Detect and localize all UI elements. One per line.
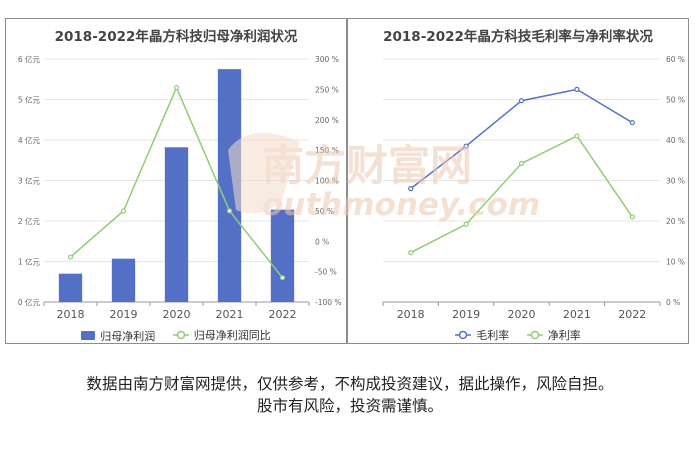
- net-profit-chart: 0 亿元 1 亿元 2 亿元 3 亿元 4 亿元 5 亿元 6 亿元 -100 % -50 % 0…: [18, 54, 342, 321]
- point-net-margin: [463, 221, 469, 227]
- x-tick-label: 2021: [563, 308, 591, 321]
- bar-swatch-icon: [81, 331, 96, 340]
- x-tick-label: 2020: [163, 308, 191, 321]
- legend-label-net-margin: 净利率: [547, 329, 581, 342]
- point-net-margin: [408, 249, 414, 256]
- x-tick-label: 2019: [452, 308, 480, 321]
- y-right-tick: 60 %: [666, 55, 685, 64]
- y-right-tick: 50 %: [315, 207, 334, 216]
- legend-label-net-profit: 归母净利润: [100, 329, 156, 343]
- y-right-tick: 20 %: [666, 217, 685, 226]
- x-tick-label: 2021: [216, 308, 244, 321]
- chart-title-net-profit: 2018-2022年晶方科技归母净利润状况: [54, 29, 298, 45]
- y-right-tick: 200 %: [315, 116, 339, 125]
- line-circle-swatch-icon: [526, 330, 543, 340]
- legend-item-gross-margin[interactable]: 毛利率: [455, 327, 509, 343]
- y-right-tick: 10 %: [666, 258, 685, 267]
- point-net-margin: [574, 133, 580, 139]
- point-net-margin: [518, 160, 525, 167]
- point-net-profit-yoy: [226, 208, 233, 214]
- y-left-tick: 0 亿元: [18, 297, 41, 307]
- point-net-profit-yoy: [120, 208, 127, 214]
- y-left-tick: 5 亿元: [18, 95, 41, 105]
- disclaimer-line-2: 股市有风险，投资需谨慎。: [256, 397, 443, 415]
- legend-item-net-profit-yoy[interactable]: 归母净利润同比: [172, 327, 271, 343]
- chart-panel-margins: 0 % 10 % 20 % 30 % 40 % 50 % 60 % 2018 2019 2020 2…: [347, 18, 689, 344]
- x-tick-label: 2022: [269, 308, 297, 321]
- bar-net-profit: [270, 209, 295, 302]
- legend-margins: 毛利率 净利率: [348, 327, 688, 343]
- legend-item-net-margin[interactable]: 净利率: [526, 327, 581, 343]
- point-net-profit-yoy: [67, 254, 74, 260]
- y-right-tick: 150 %: [315, 146, 339, 155]
- margins-chart: 0 % 10 % 20 % 30 % 40 % 50 % 60 % 2018 2019 2020 2…: [382, 55, 685, 321]
- y-right-tick: 0 %: [666, 298, 680, 307]
- point-gross-margin: [408, 186, 414, 192]
- y-left-tick: 6 亿元: [18, 54, 41, 64]
- y-right-tick: 40 %: [666, 136, 685, 145]
- legend-label-net-profit-yoy: 归母净利润同比: [193, 329, 271, 342]
- y-left-tick: 3 亿元: [18, 176, 41, 186]
- y-left-tick: 4 亿元: [18, 135, 41, 145]
- line-net-margin: [410, 134, 633, 254]
- point-net-profit-yoy: [279, 275, 286, 281]
- legend-net-profit: 归母净利润 归母净利润同比: [6, 327, 346, 344]
- disclaimer-line-1: 数据由南方财富网提供，仅供参考，不构成投资建议，据此操作，风险自担。: [86, 375, 614, 393]
- x-tick-label: 2018: [397, 308, 425, 321]
- bar-net-profit: [217, 69, 242, 302]
- line-gross-margin: [410, 88, 633, 190]
- bar-net-profit: [58, 273, 83, 302]
- chart-title-margins: 2018-2022年晶方科技毛利率与净利率状况: [383, 29, 653, 45]
- y-right-tick: 250 %: [315, 85, 339, 94]
- point-gross-margin: [629, 119, 635, 126]
- y-right-tick: 50 %: [666, 96, 685, 105]
- point-net-profit-yoy: [173, 84, 180, 91]
- y-right-tick: -50 %: [315, 268, 337, 277]
- point-gross-margin: [574, 86, 580, 92]
- y-right-tick: 300 %: [315, 55, 339, 64]
- y-right-tick: 30 %: [666, 177, 685, 186]
- x-tick-label: 2020: [508, 308, 536, 321]
- y-right-tick: 100 %: [315, 177, 339, 186]
- x-tick-label: 2019: [110, 308, 138, 321]
- line-circle-swatch-icon: [172, 330, 189, 340]
- y-left-tick: 2 亿元: [18, 216, 41, 226]
- point-net-margin: [629, 214, 635, 220]
- bar-net-profit: [111, 258, 136, 302]
- x-tick-label: 2022: [618, 308, 646, 321]
- y-left-tick: 1 亿元: [18, 257, 41, 267]
- x-tick-label: 2018: [57, 308, 85, 321]
- legend-label-gross-margin: 毛利率: [476, 329, 510, 342]
- disclaimer: 数据由南方财富网提供，仅供参考，不构成投资建议，据此操作，风险自担。 股市有风险…: [0, 373, 700, 417]
- y-right-tick: 0 %: [315, 237, 329, 246]
- legend-item-net-profit[interactable]: 归母净利润: [81, 328, 155, 344]
- point-gross-margin: [463, 143, 469, 149]
- y-right-tick: -100 %: [315, 298, 342, 307]
- line-circle-swatch-icon: [455, 330, 472, 340]
- chart-panel-net-profit: 0 亿元 1 亿元 2 亿元 3 亿元 4 亿元 5 亿元 6 亿元 -100 % -50 % 0…: [5, 18, 347, 344]
- bar-net-profit: [164, 147, 189, 302]
- point-gross-margin: [518, 98, 525, 104]
